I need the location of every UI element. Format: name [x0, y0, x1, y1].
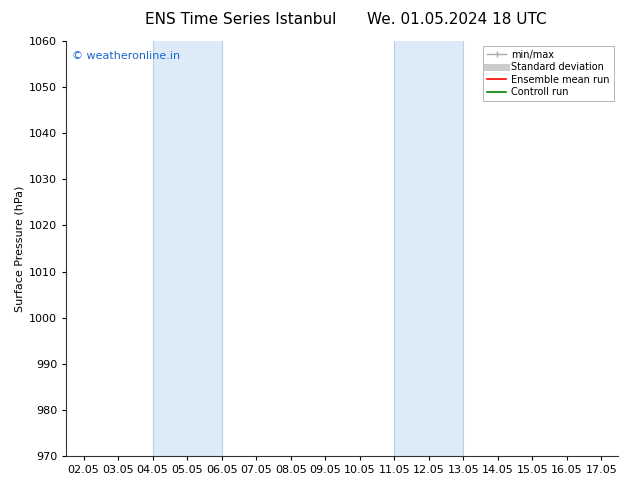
Text: We. 01.05.2024 18 UTC: We. 01.05.2024 18 UTC [366, 12, 547, 27]
Bar [153, 41, 222, 456]
Bar [394, 41, 463, 456]
Text: © weatheronline.in: © weatheronline.in [72, 51, 180, 61]
Y-axis label: Surface Pressure (hPa): Surface Pressure (hPa) [15, 185, 25, 312]
Legend: min/max, Standard deviation, Ensemble mean run, Controll run: min/max, Standard deviation, Ensemble me… [483, 46, 614, 101]
Text: ENS Time Series Istanbul: ENS Time Series Istanbul [145, 12, 337, 27]
